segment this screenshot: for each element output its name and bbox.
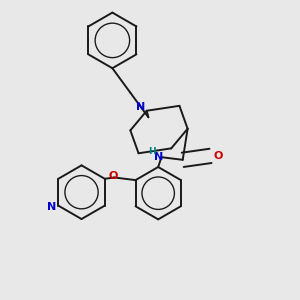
Text: O: O bbox=[109, 171, 118, 181]
Text: N: N bbox=[154, 152, 163, 161]
Text: N: N bbox=[136, 102, 145, 112]
Text: N: N bbox=[47, 202, 56, 212]
Text: O: O bbox=[213, 151, 222, 161]
Text: H: H bbox=[148, 148, 155, 157]
